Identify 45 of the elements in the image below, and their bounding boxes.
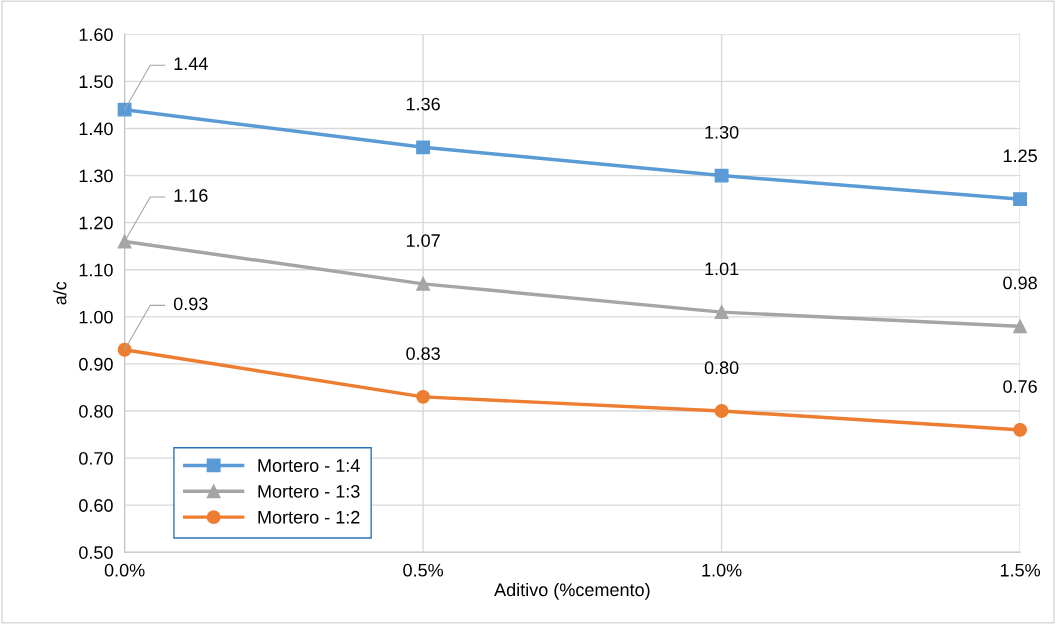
legend-label: Mortero - 1:4 <box>258 459 360 472</box>
point <box>117 342 132 357</box>
point <box>416 389 431 404</box>
data-label: 1.01 <box>705 262 739 276</box>
data-label: 1.07 <box>406 234 440 247</box>
data-label: 0.76 <box>1003 380 1037 393</box>
data-label: 0.83 <box>406 347 440 360</box>
point <box>416 276 431 291</box>
y-tick-label: 0.80 <box>79 404 113 418</box>
y-tick-label: 1.40 <box>79 122 113 136</box>
y-tick-label: 0.90 <box>79 357 113 371</box>
x-tick-label: 1.0% <box>702 563 742 577</box>
data-label: 1.16 <box>174 189 208 202</box>
data-label: 0.93 <box>173 297 208 311</box>
data-label: 1.25 <box>1003 149 1037 163</box>
point <box>1013 319 1028 334</box>
data-label: 0.98 <box>1003 276 1037 290</box>
data-label: 1.44 <box>174 57 208 70</box>
y-tick-label: 0.70 <box>79 452 113 465</box>
data-label: 1.30 <box>705 125 739 139</box>
point <box>714 168 729 183</box>
data-label: 1.36 <box>406 97 440 111</box>
y-tick-label: 0.50 <box>79 546 113 559</box>
legend-label: Mortero - 1:2 <box>258 510 360 524</box>
y-axis-title: a/c <box>53 281 67 305</box>
point <box>1013 422 1028 437</box>
legend-label: Mortero - 1:3 <box>258 484 360 498</box>
point <box>416 140 431 155</box>
data-label: 0.80 <box>704 361 739 375</box>
x-tick-label: 0.5% <box>403 563 444 577</box>
y-tick-label: 1.60 <box>79 28 113 42</box>
x-tick-label: 1.5% <box>1000 563 1041 577</box>
y-tick-label: 1.30 <box>79 169 113 183</box>
x-axis-title: Aditivo (%cemento) <box>494 582 650 600</box>
y-tick-label: 1.00 <box>79 310 113 324</box>
point <box>1013 192 1028 207</box>
point <box>117 234 132 249</box>
y-tick-label: 1.10 <box>79 263 113 277</box>
y-tick-label: 0.60 <box>79 499 113 512</box>
y-tick-label: 1.50 <box>79 75 113 89</box>
x-tick-label: 0.0% <box>104 563 145 577</box>
point <box>714 404 729 418</box>
y-tick-label: 1.20 <box>79 216 113 230</box>
point <box>117 102 132 117</box>
point <box>714 305 729 320</box>
